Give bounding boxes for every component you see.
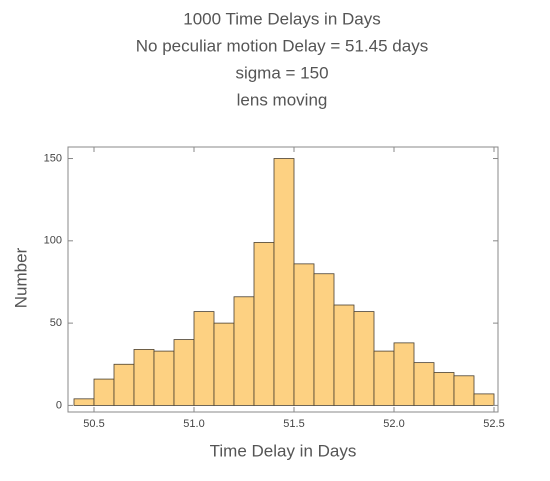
- x-axis-label: Time Delay in Days: [210, 441, 357, 460]
- x-tick-label: 51.0: [183, 418, 204, 430]
- y-tick-label: 100: [44, 235, 62, 247]
- bar: [213, 322, 235, 406]
- bar: [393, 342, 415, 406]
- chart-subtitle: No peculiar motion Delay = 51.45 days: [136, 36, 428, 55]
- x-tick-label: 52.5: [483, 418, 504, 430]
- bar: [413, 362, 435, 406]
- bar: [353, 311, 375, 406]
- y-tick-label: 0: [56, 399, 62, 411]
- bar: [313, 273, 335, 406]
- bar: [153, 350, 175, 406]
- bar: [173, 339, 195, 406]
- y-axis-label: Number: [11, 247, 30, 308]
- bar: [453, 375, 475, 406]
- bar: [273, 158, 295, 406]
- bar: [193, 311, 215, 406]
- bar: [73, 398, 95, 406]
- x-tick-label: 50.5: [83, 418, 104, 430]
- bar: [333, 304, 355, 406]
- plot-frame: [67, 146, 499, 413]
- bar: [113, 363, 135, 406]
- chart-subtitle: lens moving: [237, 90, 328, 109]
- y-tick-label: 150: [44, 152, 62, 164]
- bar: [293, 263, 315, 406]
- bar: [373, 350, 395, 406]
- bar: [93, 378, 115, 406]
- bar: [433, 372, 455, 406]
- bar: [253, 242, 275, 406]
- y-tick-label: 50: [50, 317, 62, 329]
- bar: [473, 393, 495, 406]
- chart-title: 1000 Time Delays in Days: [183, 9, 380, 28]
- bar: [133, 349, 155, 406]
- x-tick-label: 52.0: [383, 418, 404, 430]
- chart-subtitle: sigma = 150: [235, 63, 328, 82]
- x-tick-label: 51.5: [283, 418, 304, 430]
- bar: [233, 296, 255, 406]
